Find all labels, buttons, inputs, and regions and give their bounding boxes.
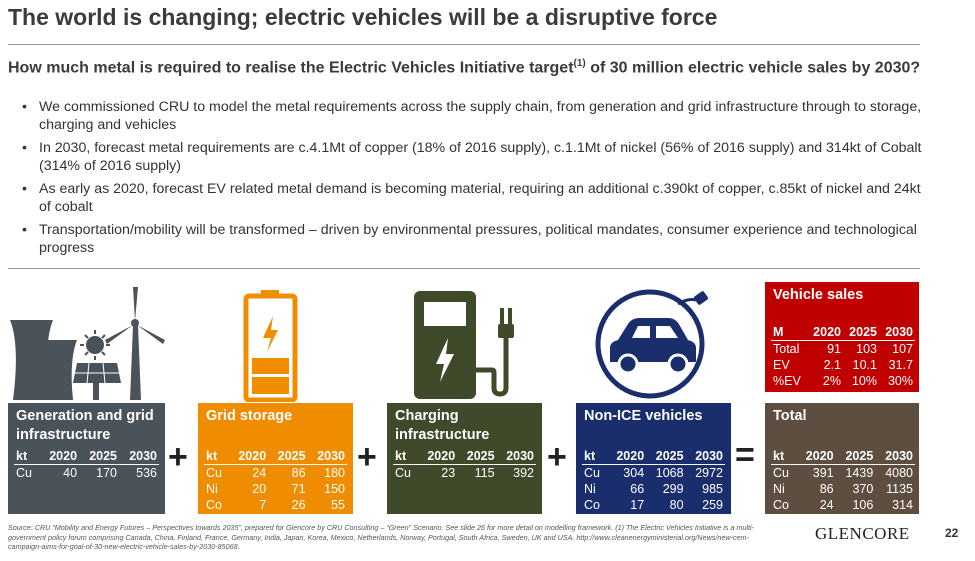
table-row: Cu 391 1439 4080	[773, 466, 913, 480]
page-title: The world is changing; electric vehicles…	[8, 4, 718, 30]
plus-operator: +	[547, 438, 567, 476]
table-row: Cu 304 1068 2972	[584, 466, 723, 480]
table-row: EV 2.1 10.1 31.7	[773, 358, 913, 372]
page-number: 22	[945, 526, 959, 540]
panel-non-ice: Non-ICE vehicles kt 2020 2025 2030 Cu 304 106…	[576, 403, 731, 514]
bullet-item: • In 2030, forecast metal requirements ar…	[22, 140, 922, 174]
panel-grid-storage: Grid storage kt 2020 2025 2030 Cu 24 86 180 Ni…	[198, 403, 353, 514]
table-row: Ni 86 370 1135	[773, 482, 913, 496]
bullet-item: • Transportation/mobility will be transfo…	[22, 222, 917, 256]
solar-panel-icon	[73, 362, 121, 400]
glencore-logo: GLENCORE	[815, 524, 910, 543]
bullets-divider	[8, 268, 920, 269]
bullet-list: • We commissioned CRU to model the metal …	[22, 99, 927, 263]
table-row: Co 17 80 259	[584, 498, 723, 512]
electric-car-icon	[595, 289, 708, 399]
generation-icons	[10, 287, 165, 400]
plus-operator: +	[168, 438, 188, 476]
power-plant-icon	[10, 320, 77, 400]
bullet-dot-icon: •	[22, 140, 27, 156]
panel-total: Total kt 2020 2025 2030 Cu 391 1439 4080 Ni 86 3…	[765, 403, 919, 514]
panel-title: Grid storage	[206, 408, 293, 424]
total-table: kt 2020 2025 2030 Cu 391 1439 4080 Ni 86 370 1135…	[771, 448, 915, 512]
table-row: %EV 2% 10% 30%	[773, 374, 913, 388]
panel-title: Total	[773, 408, 807, 424]
table-row: Ni 20 71 150	[206, 482, 345, 496]
subtitle-footnote-ref: (1)	[573, 58, 586, 69]
subtitle: How much metal is required to realise th…	[8, 54, 928, 78]
table-row: Co 7 26 55	[206, 498, 345, 512]
panel-vehicle-sales: Vehicle sales M 2020 2025 2030 Total 91 103 10…	[765, 282, 919, 392]
panel-title: Non-ICE vehicles	[584, 408, 703, 424]
panel-title: Generation and grid infrastructure	[16, 408, 154, 443]
equals-operator: =	[735, 436, 755, 474]
table-row: Ni 66 299 985	[584, 482, 723, 496]
table-row: Cu 40 170 536	[16, 466, 157, 480]
wind-turbine-icon	[105, 287, 165, 400]
sun-icon	[80, 330, 110, 360]
bullet-dot-icon: •	[22, 181, 27, 197]
bullet-item: • As early as 2020, forecast EV related m…	[22, 181, 921, 215]
charging-table: kt 2020 2025 2030 Cu 23 115 392	[393, 448, 536, 480]
panel-generation: Generation and grid infrastructure kt 202…	[8, 403, 165, 514]
table-row: Co 24 106 314	[773, 498, 913, 512]
grid-storage-table: kt 2020 2025 2030 Cu 24 86 180 Ni 20 71 150 Co 7 26…	[204, 448, 347, 512]
panel-title: Vehicle sales	[773, 287, 864, 303]
vehicle-sales-table: M 2020 2025 2030 Total 91 103 107 EV 2.1 10.1 31.…	[771, 324, 915, 388]
table-row: Total 91 103 107	[773, 342, 913, 356]
subtitle-main: How much metal is required to realise th…	[8, 59, 574, 77]
panel-title: Charging infrastructure	[395, 408, 490, 443]
bullet-dot-icon: •	[22, 99, 27, 115]
generation-table: kt 2020 2025 2030 Cu 40 170 536	[14, 448, 159, 480]
battery-icon	[243, 290, 298, 402]
footnote: Source: CRU “Mobility and Energy Futures…	[8, 523, 754, 551]
title-divider	[8, 44, 920, 45]
subtitle-rest: of 30 million electric vehicle sales by …	[585, 59, 921, 77]
table-row: Cu 23 115 392	[395, 466, 534, 480]
panel-charging: Charging infrastructure kt 2020 2025 2030 C…	[387, 403, 542, 514]
charging-station-icon	[414, 291, 514, 399]
non-ice-table: kt 2020 2025 2030 Cu 304 1068 2972 Ni 66 299 985 …	[582, 448, 725, 512]
plus-operator: +	[357, 438, 377, 476]
bullet-item: • We commissioned CRU to model the metal …	[22, 99, 922, 133]
bullet-dot-icon: •	[22, 222, 27, 238]
table-row: Cu 24 86 180	[206, 466, 345, 480]
